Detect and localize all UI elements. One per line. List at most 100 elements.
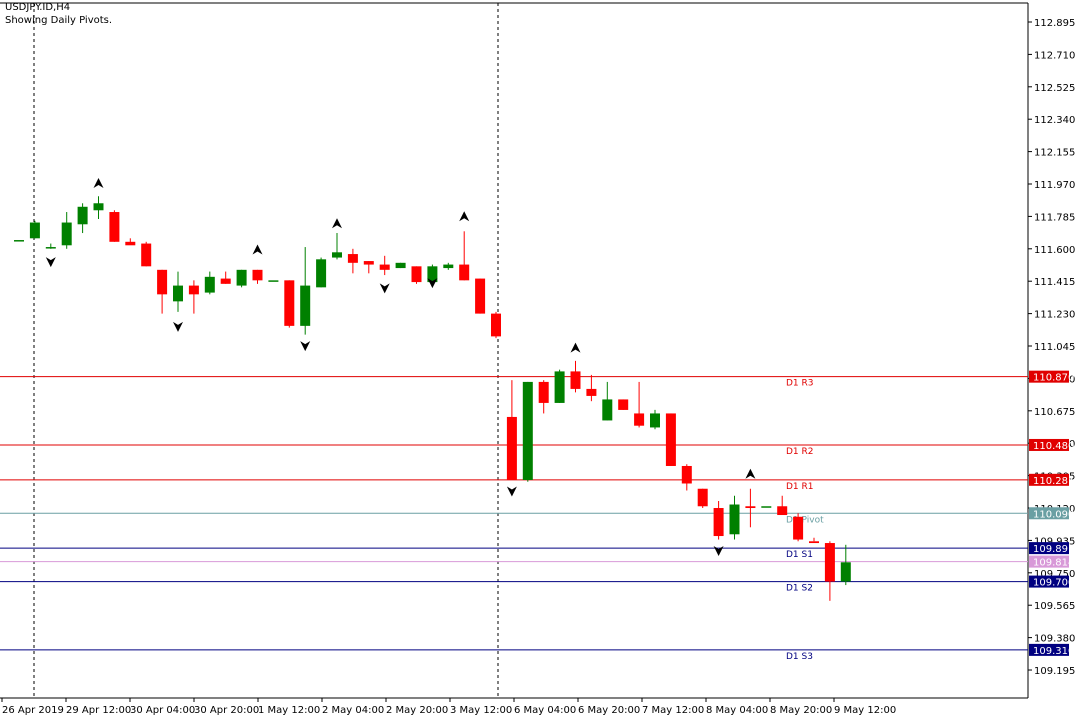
candle [634,381,645,428]
candle-body [347,254,358,263]
pivot-price-tag-1 [1029,438,1069,451]
candle-body [125,241,136,246]
candle [650,409,660,430]
pivot-price-value-1: 110.480 [1033,441,1074,452]
candle-body [840,562,851,582]
fractal-down-marker [379,283,390,294]
candle-body [204,276,215,293]
candle-body [427,266,438,283]
y-tick-label-7: 111.600 [1034,245,1075,256]
x-tick-label-5: 2 May 04:00 [322,705,384,716]
fractal-up-marker [93,178,104,189]
candle [586,374,597,402]
y-tick-label-17: 109.750 [1034,569,1075,580]
candle-body [236,269,247,286]
pivot-label-4: D1 S1 [786,550,813,560]
candle [809,537,819,544]
x-tick-label-2: 30 Apr 04:00 [130,705,195,716]
candle-body [681,465,692,484]
candle [188,280,199,314]
y-tick-label-18: 109.565 [1034,601,1075,612]
candle-body [554,371,565,403]
y-tick-label-2: 112.525 [1034,83,1075,94]
candle-body [45,247,56,249]
pivot-price-value-0: 110.870 [1033,373,1074,384]
candle [29,220,40,239]
candle [729,495,740,540]
pivot-price-value-7: 109.310 [1033,646,1074,657]
pivot-price-value-4: 109.891 [1033,544,1074,555]
candle [93,196,104,220]
candle-body [316,259,327,288]
candle [45,243,56,249]
candle [284,280,295,328]
fractal-down-marker [506,486,517,497]
candle-body [14,240,24,242]
candle-body [729,504,740,535]
candle [713,501,724,540]
y-tick-label-19: 109.380 [1034,634,1075,645]
candle [491,311,501,339]
x-tick-label-9: 6 May 20:00 [578,705,640,716]
candle [252,269,263,284]
y-tick-label-16: 109.935 [1034,536,1075,547]
candle-body [570,371,581,389]
candle-body [109,212,120,242]
candle-body [284,280,295,326]
candle [268,280,279,282]
candle [443,262,454,270]
x-tick-label-6: 2 May 20:00 [386,705,448,716]
y-tick-label-3: 112.340 [1034,115,1075,126]
candle [697,488,708,509]
pivot-label-7: D1 S3 [786,652,813,662]
x-tick-label-13: 9 May 12:00 [834,705,896,716]
candle-body [777,506,788,516]
candle [61,212,72,249]
fractal-up-marker [745,468,756,479]
candle [618,399,629,410]
y-tick-label-1: 112.710 [1034,50,1075,61]
candle [840,544,851,586]
candle [236,269,247,288]
candle-body [268,280,279,282]
candle [220,271,231,284]
pivot-price-tag-5 [1029,555,1069,568]
pivot-price-value-6: 109.700 [1033,578,1074,589]
candle [522,381,533,482]
x-tick-label-11: 8 May 04:00 [706,705,768,716]
candle-body [634,413,645,426]
candle-body [475,278,486,314]
candle-body [395,262,406,269]
candle-body [363,261,374,265]
candle-body [538,381,549,403]
fractal-up-marker [252,244,263,255]
candle [109,210,120,242]
candle [125,238,136,246]
fractal-down-marker [300,341,311,352]
candle-body [761,506,772,508]
candle-body [379,264,390,270]
candle-body [602,399,613,421]
pivot-label-6: D1 S2 [786,584,813,594]
candle [665,413,676,466]
candle-body [618,399,629,410]
fractal-up-marker [570,342,581,353]
candle [363,261,374,274]
candle [761,506,772,508]
candle-body [713,508,724,537]
candle [77,203,88,234]
x-tick-label-8: 6 May 04:00 [514,705,576,716]
candle-body [29,222,40,239]
candle-body [332,252,342,258]
candle-body [443,264,454,269]
candle [570,360,581,393]
pivot-price-value-2: 110.281 [1033,476,1074,487]
candle [141,241,152,267]
pivot-price-tag-3 [1029,507,1069,520]
pivot-label-2: D1 R1 [786,482,814,492]
candle [300,247,311,335]
candle-body [220,278,231,284]
y-tick-label-6: 111.785 [1034,212,1075,223]
pivot-price-tag-0 [1029,370,1069,383]
